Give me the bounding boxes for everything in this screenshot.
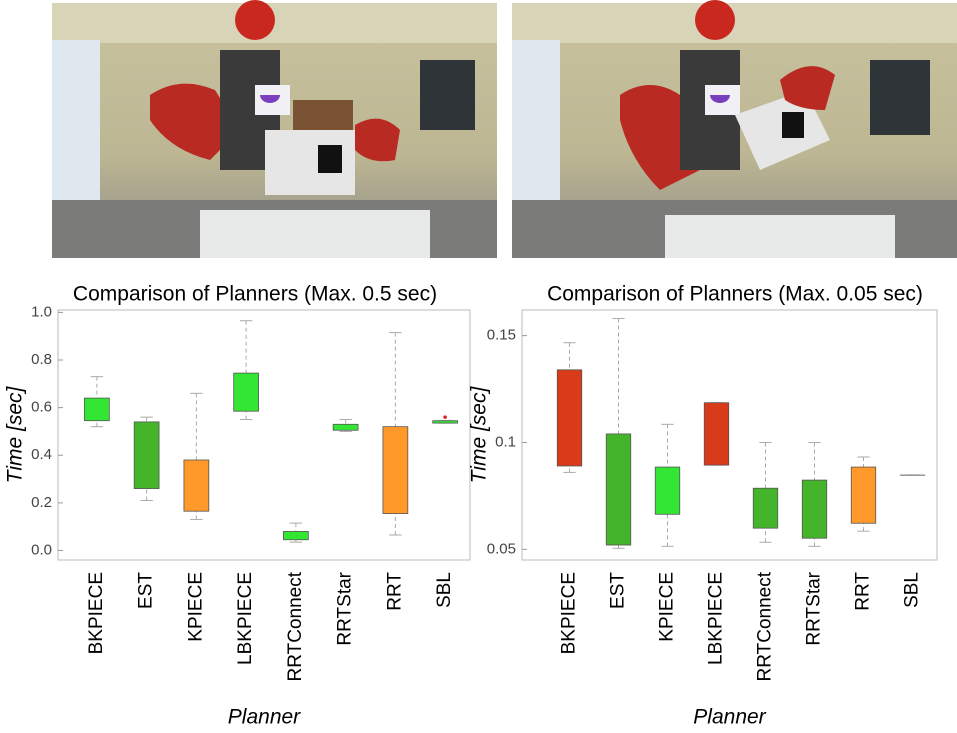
- x-tick-label: EST: [136, 572, 157, 609]
- x-tick-label: RRTStar: [804, 571, 825, 645]
- photo-right: [512, 0, 957, 258]
- box: [605, 433, 632, 546]
- box: [84, 397, 110, 422]
- box: [183, 459, 210, 512]
- x-tick-label: BKPIECE: [559, 572, 580, 654]
- plot-frame: [521, 309, 938, 561]
- box: [382, 426, 409, 514]
- y-tick-label: 0.4: [31, 446, 52, 463]
- x-tick-label: KPIECE: [657, 572, 678, 642]
- y-tick-label: 0.8: [31, 351, 52, 368]
- box: [332, 423, 359, 431]
- y-tick-label: 0.05: [487, 540, 516, 557]
- x-tick-label: SBL: [434, 572, 455, 608]
- y-tick-label: 1.0: [31, 303, 52, 320]
- y-tick-label: 0.2: [31, 494, 52, 511]
- x-tick-label: EST: [608, 572, 629, 609]
- y-tick-label: 0.15: [487, 327, 516, 344]
- y-tick-label: 0.0: [31, 541, 52, 558]
- y-tick-label: 0.6: [31, 399, 52, 416]
- box: [283, 531, 309, 541]
- y-axis-label: Time [sec]: [4, 386, 27, 484]
- box: [556, 369, 583, 467]
- box: [850, 466, 877, 524]
- x-tick-label: KPIECE: [185, 572, 206, 642]
- x-tick-label: RRTConnect: [285, 571, 306, 681]
- chart-title: Comparison of Planners (Max. 0.5 sec): [73, 283, 437, 306]
- y-tick-label: 0.1: [495, 433, 516, 450]
- box: [752, 487, 779, 529]
- x-tick-label: RRTConnect: [755, 571, 776, 681]
- x-tick-label: LBKPIECE: [235, 572, 256, 665]
- box: [801, 479, 828, 539]
- chart-title: Comparison of Planners (Max. 0.05 sec): [547, 283, 923, 306]
- x-tick-label: LBKPIECE: [706, 572, 727, 665]
- box: [654, 466, 681, 515]
- x-axis-label: Planner: [228, 706, 301, 729]
- x-tick-label: RRT: [853, 572, 874, 611]
- box: [703, 402, 730, 466]
- x-tick-label: RRTStar: [335, 571, 356, 645]
- x-tick-label: BKPIECE: [86, 572, 107, 654]
- box: [899, 474, 926, 476]
- y-axis-label: Time [sec]: [468, 386, 491, 484]
- x-tick-label: SBL: [902, 572, 923, 608]
- box: [432, 420, 458, 424]
- box: [133, 421, 160, 489]
- plot-frame: [57, 309, 471, 561]
- x-axis-label: Planner: [693, 706, 766, 729]
- x-tick-label: RRT: [384, 572, 405, 611]
- box: [233, 372, 259, 412]
- photo-left: [52, 0, 497, 258]
- outlier: [443, 415, 447, 419]
